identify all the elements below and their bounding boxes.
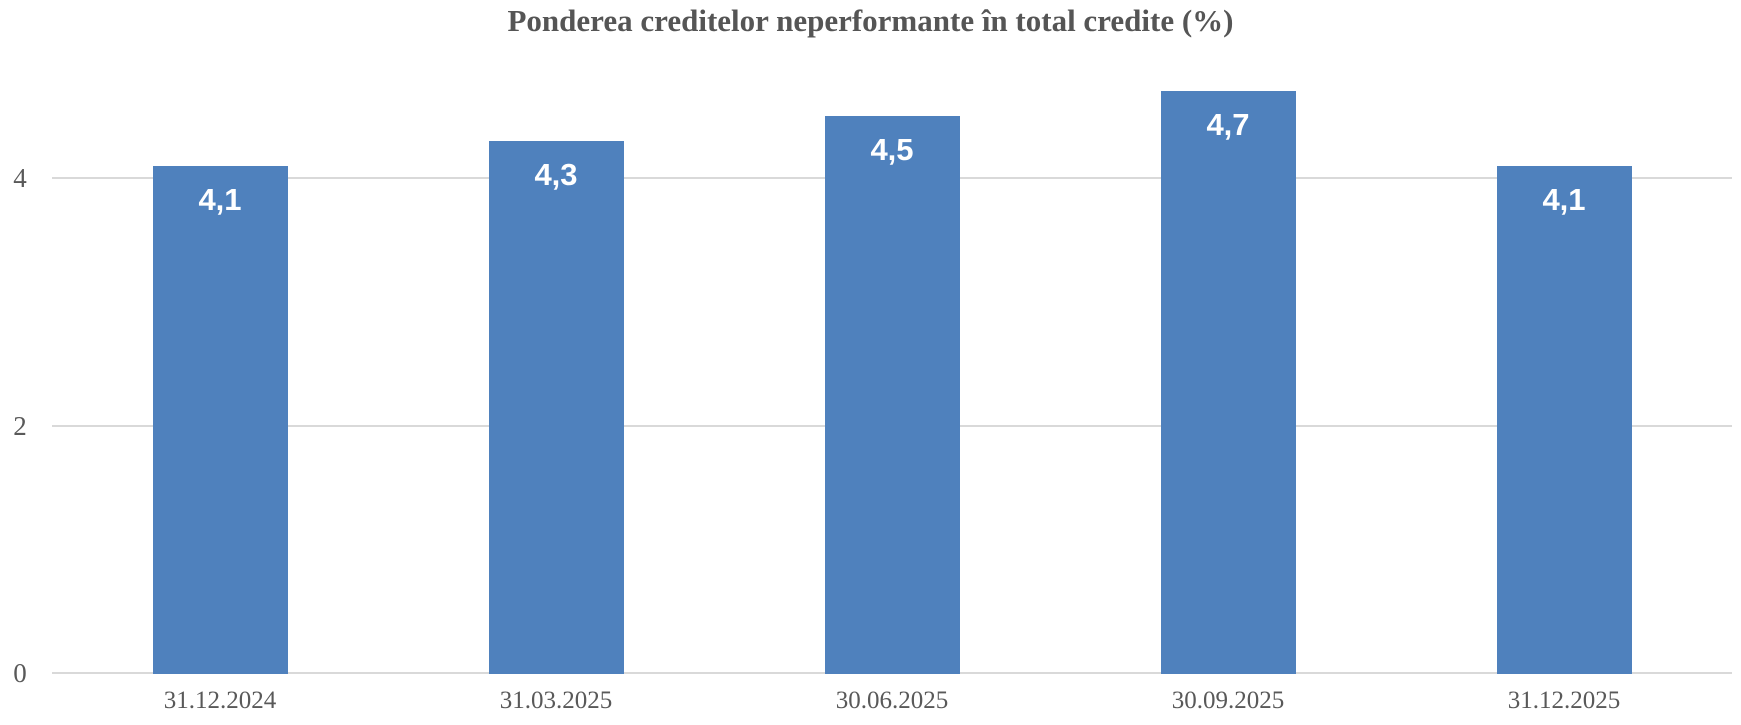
x-axis-label: 30.09.2025 bbox=[1171, 687, 1285, 714]
bar-value-label: 4,1 bbox=[198, 181, 242, 217]
x-axis-label: 31.12.2024 bbox=[163, 687, 277, 714]
bar-value-label: 4,3 bbox=[534, 156, 578, 192]
bar-31.12.2024: 4,1 bbox=[152, 165, 288, 674]
bar-30.09.2025: 4,7 bbox=[1160, 91, 1296, 674]
bar-value-label: 4,7 bbox=[1206, 107, 1250, 143]
x-axis-label: 31.03.2025 bbox=[499, 687, 613, 714]
y-axis-tick-label: 4 bbox=[13, 163, 27, 193]
x-axis-label: 30.06.2025 bbox=[835, 687, 949, 714]
chart-title: Ponderea creditelor neperformante în tot… bbox=[507, 3, 1234, 38]
bar-31.03.2025: 4,3 bbox=[488, 140, 624, 674]
bar-value-label: 4,5 bbox=[870, 132, 914, 168]
y-axis-tick-label: 2 bbox=[13, 410, 27, 441]
y-axis-tick-label: 0 bbox=[13, 658, 27, 688]
bar-30.06.2025: 4,5 bbox=[824, 116, 960, 674]
x-axis-label: 31.12.2025 bbox=[1507, 687, 1621, 714]
bar-31.12.2025: 4,1 bbox=[1496, 165, 1632, 674]
bar-value-label: 4,1 bbox=[1542, 181, 1586, 217]
